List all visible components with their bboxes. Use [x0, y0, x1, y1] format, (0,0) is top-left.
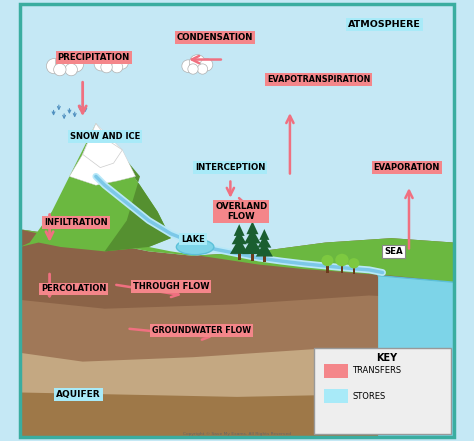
FancyBboxPatch shape: [324, 364, 348, 378]
Text: OVERLAND
FLOW: OVERLAND FLOW: [215, 202, 267, 221]
Polygon shape: [20, 295, 454, 437]
Polygon shape: [20, 123, 171, 251]
Polygon shape: [257, 235, 271, 248]
Circle shape: [101, 61, 112, 73]
Text: LAKE: LAKE: [181, 235, 205, 243]
Circle shape: [54, 64, 66, 76]
Polygon shape: [242, 236, 263, 254]
Bar: [263, 255, 266, 262]
Circle shape: [68, 57, 83, 72]
Polygon shape: [234, 224, 245, 236]
Text: PERCOLATION: PERCOLATION: [41, 284, 107, 293]
Text: TRANSFERS: TRANSFERS: [353, 366, 401, 375]
Text: CONDENSATION: CONDENSATION: [177, 33, 253, 42]
Polygon shape: [82, 123, 122, 168]
Ellipse shape: [348, 258, 359, 269]
Polygon shape: [20, 392, 454, 437]
Polygon shape: [20, 229, 454, 437]
Bar: [326, 266, 328, 273]
Text: PRECIPITATION: PRECIPITATION: [57, 53, 130, 62]
Bar: [251, 253, 254, 261]
Polygon shape: [20, 229, 454, 282]
Ellipse shape: [335, 254, 349, 266]
Circle shape: [111, 61, 123, 73]
Circle shape: [182, 60, 194, 72]
Circle shape: [197, 64, 208, 74]
Polygon shape: [96, 123, 171, 251]
Bar: [353, 268, 355, 274]
Circle shape: [46, 59, 62, 74]
Bar: [237, 253, 241, 260]
Polygon shape: [69, 123, 136, 185]
Text: THROUGH FLOW: THROUGH FLOW: [133, 282, 209, 291]
Circle shape: [55, 52, 74, 71]
Text: Copyright © Save My Exams. All Rights Reserved: Copyright © Save My Exams. All Rights Re…: [183, 432, 291, 436]
Circle shape: [102, 51, 120, 69]
Polygon shape: [259, 229, 269, 240]
Circle shape: [94, 57, 108, 71]
Bar: [341, 266, 343, 273]
Text: EVAPOTRANSPIRATION: EVAPOTRANSPIRATION: [267, 75, 370, 84]
Text: INTERCEPTION: INTERCEPTION: [195, 163, 265, 172]
Ellipse shape: [321, 255, 333, 266]
FancyBboxPatch shape: [314, 348, 451, 434]
Polygon shape: [20, 348, 454, 437]
Circle shape: [200, 58, 213, 71]
Polygon shape: [244, 228, 261, 243]
Polygon shape: [230, 238, 248, 254]
Polygon shape: [232, 231, 247, 244]
Text: SEA: SEA: [384, 247, 403, 256]
Circle shape: [115, 56, 128, 69]
Text: AQUIFER: AQUIFER: [56, 390, 100, 399]
Circle shape: [189, 55, 205, 71]
Text: EVAPORATION: EVAPORATION: [374, 163, 440, 172]
Text: STORES: STORES: [353, 392, 386, 400]
Polygon shape: [378, 276, 454, 437]
Text: INFILTRATION: INFILTRATION: [44, 218, 108, 227]
Polygon shape: [246, 221, 258, 234]
Text: ATMOSPHERE: ATMOSPHERE: [348, 20, 421, 29]
Polygon shape: [256, 242, 273, 257]
Text: KEY: KEY: [376, 353, 398, 363]
Ellipse shape: [176, 239, 214, 254]
Text: SNOW AND ICE: SNOW AND ICE: [70, 132, 140, 141]
Circle shape: [188, 64, 198, 74]
Text: GROUNDWATER FLOW: GROUNDWATER FLOW: [152, 326, 251, 335]
Circle shape: [65, 64, 77, 76]
FancyBboxPatch shape: [324, 389, 348, 403]
